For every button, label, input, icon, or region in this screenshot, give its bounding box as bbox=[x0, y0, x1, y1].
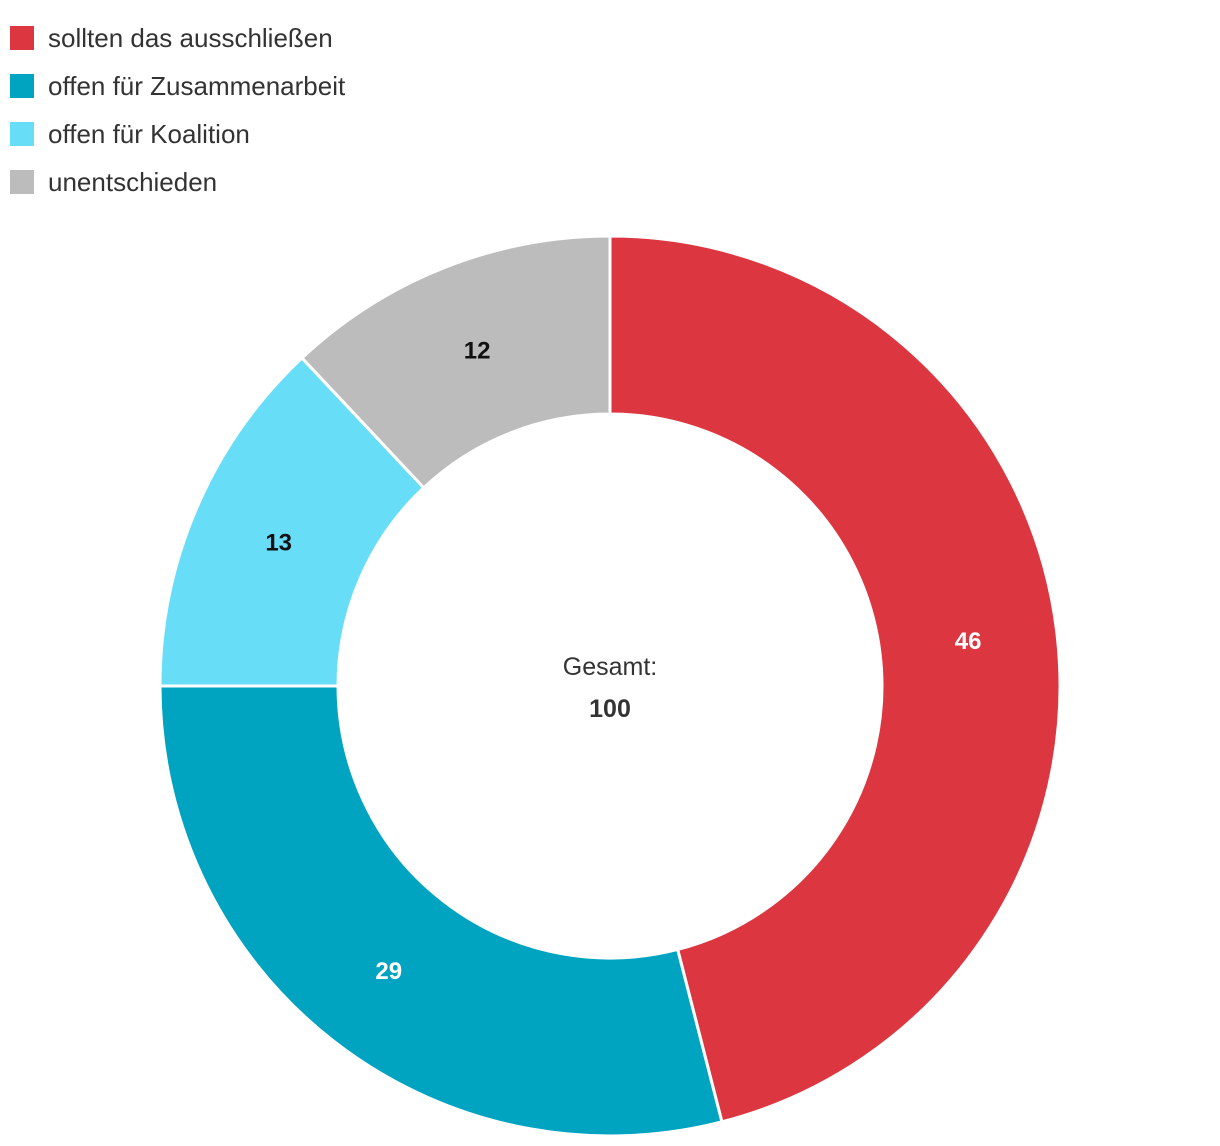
legend-label: unentschieden bbox=[48, 166, 218, 197]
legend-label: offen für Zusammenarbeit bbox=[48, 70, 346, 101]
legend: sollten das ausschließen offen für Zusam… bbox=[10, 14, 345, 206]
slices-group bbox=[158, 234, 1062, 1138]
data-labels-group: 46 29 13 12 bbox=[265, 337, 981, 985]
donut-slice[interactable] bbox=[608, 234, 1062, 1124]
center-title: Gesamt: bbox=[563, 653, 657, 681]
legend-swatch bbox=[10, 74, 34, 98]
legend-item[interactable]: sollten das ausschließen bbox=[10, 14, 345, 62]
legend-item[interactable]: unentschieden bbox=[10, 158, 345, 206]
center-total: 100 bbox=[589, 695, 631, 723]
donut-slice[interactable] bbox=[299, 234, 612, 490]
legend-swatch bbox=[10, 26, 34, 50]
legend-item[interactable]: offen für Zusammenarbeit bbox=[10, 62, 345, 110]
data-label: 13 bbox=[265, 530, 292, 557]
donut-slice[interactable] bbox=[158, 684, 724, 1138]
data-label: 46 bbox=[955, 628, 982, 655]
legend-label: offen für Koalition bbox=[48, 118, 250, 149]
data-label: 12 bbox=[464, 337, 491, 364]
legend-item[interactable]: offen für Koalition bbox=[10, 110, 345, 158]
legend-label: sollten das ausschließen bbox=[48, 22, 333, 53]
legend-swatch bbox=[10, 170, 34, 194]
legend-swatch bbox=[10, 122, 34, 146]
data-label: 29 bbox=[375, 958, 402, 985]
